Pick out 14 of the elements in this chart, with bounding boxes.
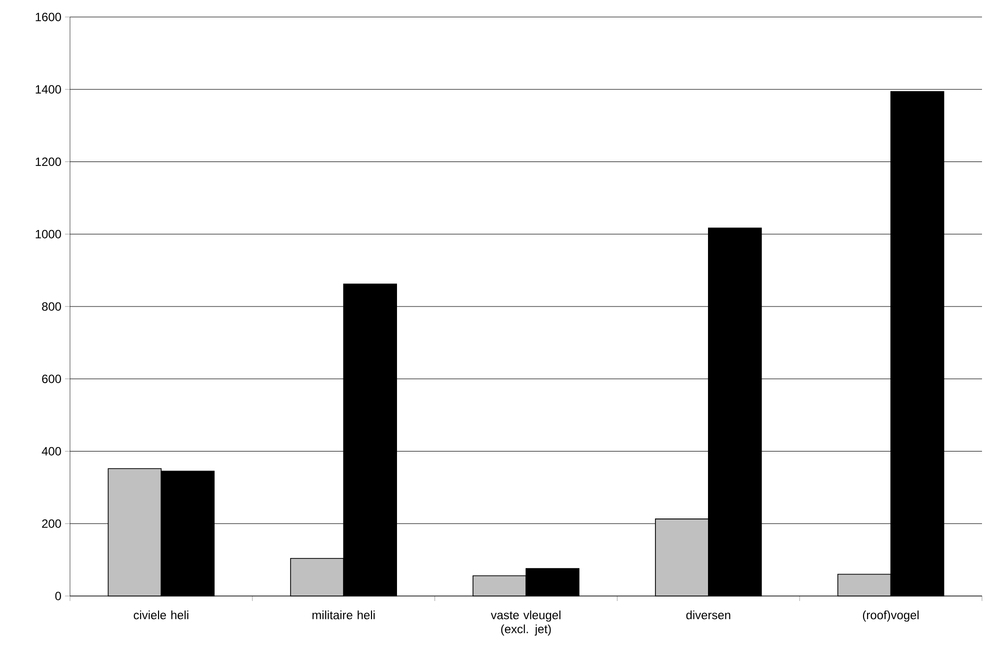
y-tick-label: 600 [42,374,62,384]
y-tick-label: 800 [42,302,62,311]
y-tick-label: 0 [55,592,62,600]
x-tick-label: civiele heli [134,610,188,620]
x-tick-label: militaire heli [312,610,375,620]
y-tick-label: 1200 [36,158,62,166]
y-tick-label: 1000 [36,230,62,238]
x-tick-label: vaste vleugel (excl. jet) [490,610,560,636]
y-tick-label: 1400 [36,85,62,94]
y-tick-label: 400 [42,447,62,456]
x-tick-label: diversen [686,610,730,620]
y-tick-label: 1600 [36,12,62,22]
x-tick-label: (roof)vogel [862,610,919,622]
y-tick-label: 200 [42,519,62,528]
